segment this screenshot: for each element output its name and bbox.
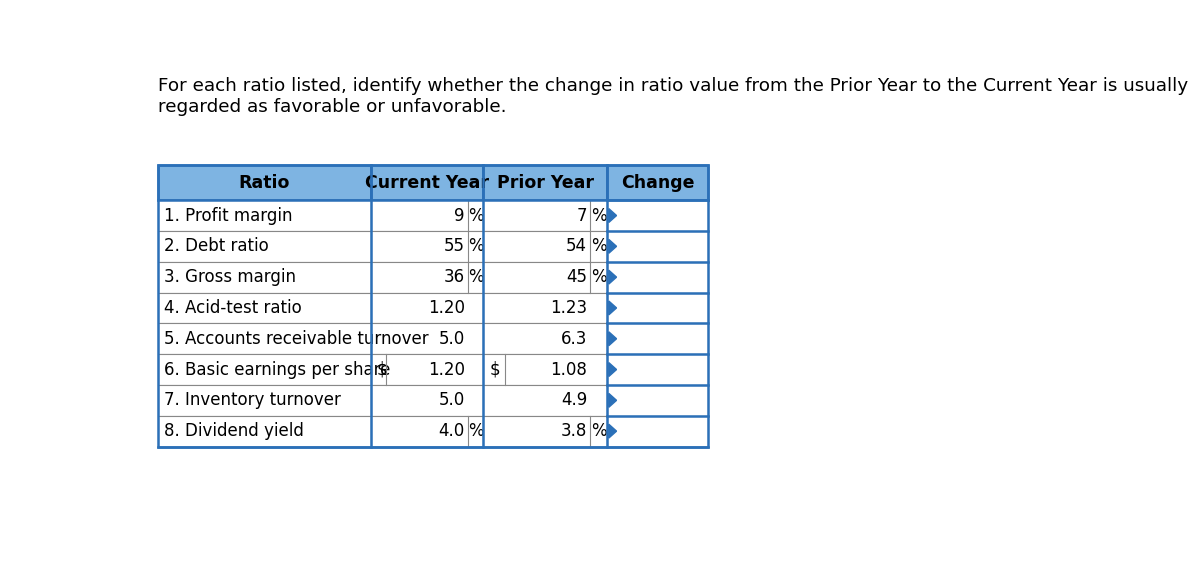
Text: 6.3: 6.3 xyxy=(560,329,587,348)
Bar xyxy=(607,262,708,293)
Bar xyxy=(371,323,484,354)
Text: 6. Basic earnings per share: 6. Basic earnings per share xyxy=(164,361,390,379)
Text: 4.9: 4.9 xyxy=(560,391,587,409)
Text: %: % xyxy=(590,207,606,224)
Bar xyxy=(371,262,484,293)
Bar xyxy=(157,354,371,385)
Polygon shape xyxy=(608,362,617,376)
Text: 5.0: 5.0 xyxy=(438,391,464,409)
Text: 45: 45 xyxy=(566,268,587,286)
Text: 3.8: 3.8 xyxy=(560,422,587,440)
Bar xyxy=(484,416,607,447)
Bar xyxy=(484,166,607,200)
Polygon shape xyxy=(608,209,617,223)
Bar xyxy=(607,323,708,354)
Bar xyxy=(607,293,708,323)
Bar xyxy=(371,416,484,447)
Text: 36: 36 xyxy=(444,268,464,286)
Text: 1.23: 1.23 xyxy=(550,299,587,317)
Text: 1.08: 1.08 xyxy=(551,361,587,379)
Polygon shape xyxy=(608,239,617,253)
Text: Prior Year: Prior Year xyxy=(497,174,594,192)
Text: 2. Debt ratio: 2. Debt ratio xyxy=(164,237,269,256)
Text: $: $ xyxy=(377,361,388,379)
Polygon shape xyxy=(608,394,617,407)
Text: Current Year: Current Year xyxy=(365,174,490,192)
Text: %: % xyxy=(590,237,606,256)
Text: 7: 7 xyxy=(576,207,587,224)
Text: Ratio: Ratio xyxy=(239,174,290,192)
Text: %: % xyxy=(468,268,484,286)
Bar xyxy=(157,293,371,323)
Polygon shape xyxy=(608,332,617,346)
Text: 54: 54 xyxy=(566,237,587,256)
Text: %: % xyxy=(468,237,484,256)
Text: %: % xyxy=(590,268,606,286)
Bar xyxy=(484,200,607,231)
Text: For each ratio listed, identify whether the change in ratio value from the Prior: For each ratio listed, identify whether … xyxy=(157,77,1188,116)
Polygon shape xyxy=(608,270,617,284)
Bar xyxy=(371,293,484,323)
Text: %: % xyxy=(468,422,484,440)
Bar xyxy=(484,323,607,354)
Bar xyxy=(157,416,371,447)
Bar xyxy=(157,166,371,200)
Bar xyxy=(157,200,371,231)
Bar xyxy=(484,293,607,323)
Bar xyxy=(607,231,708,262)
Text: 5. Accounts receivable turnover: 5. Accounts receivable turnover xyxy=(164,329,428,348)
Bar xyxy=(157,385,371,416)
Text: 4.0: 4.0 xyxy=(438,422,464,440)
Bar xyxy=(371,354,484,385)
Text: 7. Inventory turnover: 7. Inventory turnover xyxy=(164,391,341,409)
Text: 1.20: 1.20 xyxy=(427,361,464,379)
Bar xyxy=(607,200,708,231)
Polygon shape xyxy=(608,424,617,438)
Bar xyxy=(607,416,708,447)
Text: Change: Change xyxy=(620,174,695,192)
Bar xyxy=(371,385,484,416)
Bar xyxy=(607,385,708,416)
Bar xyxy=(157,231,371,262)
Text: 4. Acid-test ratio: 4. Acid-test ratio xyxy=(164,299,301,317)
Bar xyxy=(484,354,607,385)
Text: 9: 9 xyxy=(454,207,464,224)
Bar xyxy=(484,231,607,262)
Text: 3. Gross margin: 3. Gross margin xyxy=(164,268,296,286)
Bar xyxy=(371,200,484,231)
Bar xyxy=(371,166,484,200)
Bar xyxy=(157,323,371,354)
Bar xyxy=(371,231,484,262)
Text: 1. Profit margin: 1. Profit margin xyxy=(164,207,293,224)
Text: %: % xyxy=(468,207,484,224)
Bar xyxy=(157,262,371,293)
Text: 5.0: 5.0 xyxy=(438,329,464,348)
Polygon shape xyxy=(608,301,617,315)
Bar xyxy=(607,354,708,385)
Bar xyxy=(607,166,708,200)
Text: $: $ xyxy=(490,361,500,379)
Text: 55: 55 xyxy=(444,237,464,256)
Text: 8. Dividend yield: 8. Dividend yield xyxy=(164,422,304,440)
Text: 1.20: 1.20 xyxy=(427,299,464,317)
Text: %: % xyxy=(590,422,606,440)
Bar xyxy=(484,385,607,416)
Bar xyxy=(484,262,607,293)
